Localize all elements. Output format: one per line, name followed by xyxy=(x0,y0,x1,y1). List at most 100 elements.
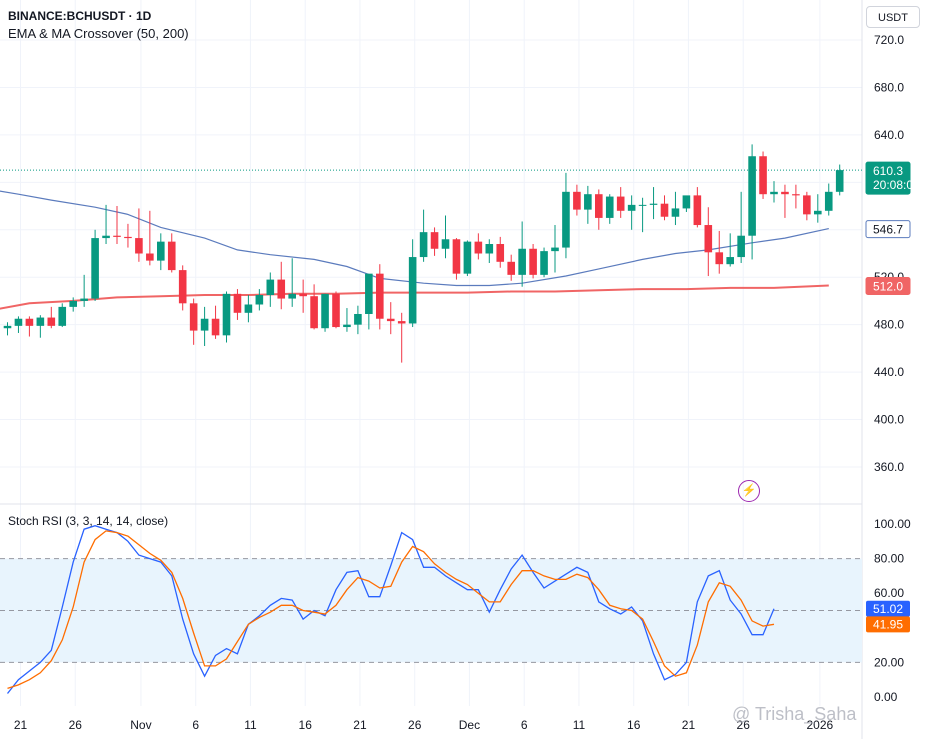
candle xyxy=(518,221,526,287)
candle-body xyxy=(814,210,822,215)
price-label: 512.0 xyxy=(865,277,911,296)
oscillator-legend[interactable]: Stoch RSI (3, 3, 14, 14, close) xyxy=(8,514,169,528)
candle-body xyxy=(562,191,570,248)
candle-body xyxy=(682,195,691,209)
candle xyxy=(365,273,373,330)
candle xyxy=(562,172,570,259)
candle-body xyxy=(3,325,12,329)
time-tick-label: 11 xyxy=(244,718,257,732)
candle xyxy=(737,191,745,263)
candle xyxy=(14,316,23,333)
price-tick-label: 640.0 xyxy=(874,128,904,142)
time-tick-label: 21 xyxy=(353,718,367,732)
currency-button[interactable]: USDT xyxy=(866,6,920,28)
overbought-oversold-band xyxy=(0,558,862,663)
stoch-value-box xyxy=(866,616,910,633)
stoch-tick-label: 20.00 xyxy=(874,655,904,669)
time-tick-label: 11 xyxy=(573,718,586,732)
candle xyxy=(222,291,231,343)
ema-50-line xyxy=(0,284,829,310)
candle xyxy=(781,184,789,218)
time-tick-label: Dec xyxy=(459,718,480,732)
candle-body xyxy=(189,303,198,331)
price-label: 610.320:08:01 xyxy=(865,161,920,195)
symbol-title[interactable]: BINANCE:BCHUSDT · 1D xyxy=(8,9,152,23)
candle xyxy=(266,272,275,307)
candle-body xyxy=(792,194,800,196)
candle-body xyxy=(255,295,264,305)
candle-body xyxy=(157,241,165,261)
time-tick-label: 2026 xyxy=(806,718,833,732)
candle-body xyxy=(770,191,778,195)
candle xyxy=(419,209,428,262)
candle xyxy=(573,184,581,216)
candle xyxy=(36,315,45,338)
price-label-text: 546.7 xyxy=(873,223,903,237)
candle xyxy=(507,254,515,281)
candle xyxy=(748,144,756,260)
candle xyxy=(354,305,362,335)
candle xyxy=(441,215,450,259)
candle-body xyxy=(474,241,483,254)
candle xyxy=(255,289,264,311)
candle xyxy=(233,289,242,320)
candle-body xyxy=(233,293,242,313)
time-tick-label: 21 xyxy=(682,718,696,732)
candle xyxy=(102,204,110,245)
candle xyxy=(167,233,176,273)
candle xyxy=(803,191,811,221)
time-tick-label: 26 xyxy=(69,718,83,732)
stoch-band xyxy=(0,558,862,663)
price-tick-label: 480.0 xyxy=(874,318,904,332)
time-tick-label: 6 xyxy=(192,718,199,732)
candle xyxy=(627,195,636,230)
candle xyxy=(693,187,702,228)
candle-body xyxy=(518,248,526,275)
candle xyxy=(178,265,187,311)
candle-body xyxy=(69,300,77,307)
candle xyxy=(584,185,592,224)
candle xyxy=(321,293,329,332)
candle-body xyxy=(343,324,351,328)
candle-body xyxy=(463,241,472,274)
price-tick-label: 680.0 xyxy=(874,80,904,94)
candle xyxy=(189,298,198,345)
indicator-legend[interactable]: EMA & MA Crossover (50, 200) xyxy=(8,26,189,41)
candle-body xyxy=(310,296,318,329)
stoch-d-line xyxy=(7,530,775,690)
candle-body xyxy=(430,232,439,249)
price-tick-label: 360.0 xyxy=(874,460,904,474)
candle-body xyxy=(419,232,428,258)
candle-body xyxy=(222,293,231,336)
candle-body xyxy=(135,238,143,254)
candle xyxy=(485,239,494,263)
candle-body xyxy=(748,156,756,236)
candle-body xyxy=(58,306,67,326)
candle-body xyxy=(595,194,603,218)
stoch-rsi-lines xyxy=(6,525,775,694)
candles[interactable] xyxy=(3,144,844,363)
stoch-k-line xyxy=(6,525,775,694)
candle xyxy=(835,164,844,196)
ma-200-line xyxy=(0,190,829,287)
candle xyxy=(80,274,88,307)
flash-icon[interactable]: ⚡ xyxy=(738,480,760,502)
candle xyxy=(759,151,767,199)
candle xyxy=(3,322,12,336)
candle-body xyxy=(299,293,307,297)
stoch-tick-label: 60.00 xyxy=(874,586,904,600)
candle xyxy=(463,240,472,277)
stoch-tick-label: 100.00 xyxy=(874,517,911,531)
candle-body xyxy=(167,241,176,271)
price-label: 546.7 xyxy=(865,220,911,239)
watermark: @ Trisha_Saha xyxy=(732,704,857,724)
candle xyxy=(58,303,67,328)
candle-body xyxy=(365,273,373,314)
candle-body xyxy=(146,253,154,261)
candle-body xyxy=(715,252,724,265)
candle-body xyxy=(693,195,702,226)
price-label-box xyxy=(865,220,911,239)
candle-body xyxy=(244,304,253,313)
